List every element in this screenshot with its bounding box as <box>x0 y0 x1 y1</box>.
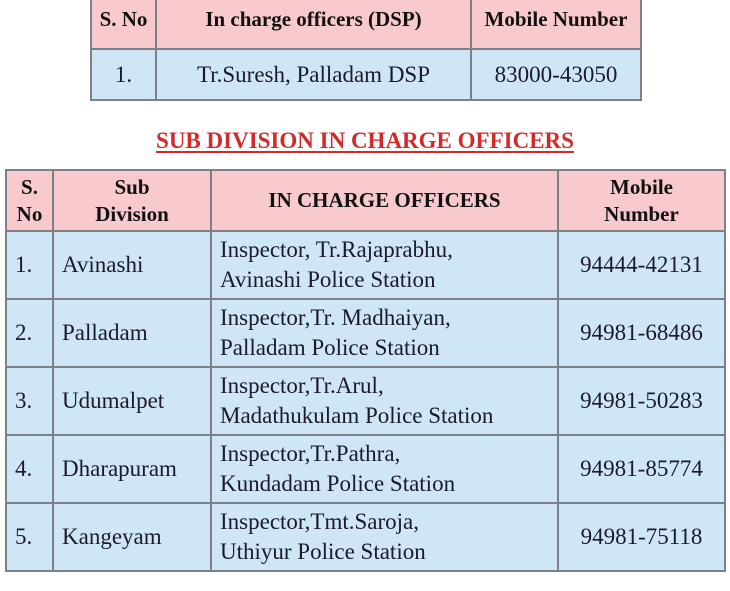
police-station: Madathukulam Police Station <box>220 403 494 428</box>
cell-officer: Inspector,Tr. Madhaiyan, Palladam Police … <box>210 298 559 368</box>
table-row: 1. Tr.Suresh, Palladam DSP 83000-43050 <box>90 48 642 101</box>
table-row: 4. Dharapuram Inspector,Tr.Pathra, Kundadam… <box>5 434 726 504</box>
cell-officer: Inspector,Tr.Pathra, Kundadam Police Stat… <box>210 434 559 504</box>
header-officer: In charge officers (DSP) <box>155 0 472 50</box>
cell-sno: 5. <box>5 502 54 572</box>
cell-division: Kangeyam <box>52 502 212 572</box>
cell-mobile: 94981-85774 <box>557 434 726 504</box>
header-mobile: Mobile Number <box>470 0 642 50</box>
cell-division: Avinashi <box>52 230 212 300</box>
officer-name: Inspector, Tr.Rajaprabhu, <box>220 237 453 262</box>
cell-mobile: 94444-42131 <box>557 230 726 300</box>
table-row: 2. Palladam Inspector,Tr. Madhaiyan, Pallad… <box>5 298 726 368</box>
header-mobile-line1: Mobile <box>610 174 673 199</box>
cell-officer: Inspector,Tr.Arul, Madathukulam Police St… <box>210 366 559 436</box>
header-sno-line2: No <box>16 201 43 226</box>
police-station: Avinashi Police Station <box>220 267 436 292</box>
cell-mobile: 94981-50283 <box>557 366 726 436</box>
header-sno-line1: S. <box>21 174 38 199</box>
table-row: 5. Kangeyam Inspector,Tmt.Saroja, Uthiyur P… <box>5 502 726 572</box>
header-mobile-line2: Number <box>604 201 679 226</box>
cell-sno: 3. <box>5 366 54 436</box>
cell-officer: Inspector,Tmt.Saroja, Uthiyur Police Stat… <box>210 502 559 572</box>
header-mobile: Mobile Number <box>557 169 726 232</box>
cell-division: Dharapuram <box>52 434 212 504</box>
cell-mobile: 94981-75118 <box>557 502 726 572</box>
cell-sno: 2. <box>5 298 54 368</box>
cell-sno: 1. <box>5 230 54 300</box>
header-division: Sub Division <box>52 169 212 232</box>
cell-mobile: 94981-68486 <box>557 298 726 368</box>
table-row: 3. Udumalpet Inspector,Tr.Arul, Madathukula… <box>5 366 726 436</box>
header-sno: S. No <box>90 0 157 50</box>
police-station: Palladam Police Station <box>220 335 440 360</box>
cell-division: Palladam <box>52 298 212 368</box>
table-row: 1. Avinashi Inspector, Tr.Rajaprabhu, Avina… <box>5 230 726 300</box>
officer-name: Inspector,Tr. Madhaiyan, <box>220 305 451 330</box>
police-station: Uthiyur Police Station <box>220 539 426 564</box>
section-title: SUB DIVISION IN CHARGE OFFICERS <box>156 128 574 153</box>
table-header-row: S. No Sub Division IN CHARGE OFFICERS Mobi… <box>5 169 726 232</box>
officer-name: Inspector,Tmt.Saroja, <box>220 509 419 534</box>
header-division-line1: Sub <box>114 174 150 199</box>
header-sno: S. No <box>5 169 54 232</box>
cell-sno: 1. <box>90 48 157 101</box>
cell-division: Udumalpet <box>52 366 212 436</box>
cell-officer: Inspector, Tr.Rajaprabhu, Avinashi Police… <box>210 230 559 300</box>
officer-name: Inspector,Tr.Arul, <box>220 373 384 398</box>
cell-officer: Tr.Suresh, Palladam DSP <box>155 48 472 101</box>
cell-mobile: 83000-43050 <box>470 48 642 101</box>
table-header-row: S. No In charge officers (DSP) Mobile Nu… <box>90 0 642 50</box>
dsp-officers-table: S. No In charge officers (DSP) Mobile Nu… <box>90 0 642 101</box>
cell-sno: 4. <box>5 434 54 504</box>
officer-name: Inspector,Tr.Pathra, <box>220 441 401 466</box>
header-division-line2: Division <box>95 201 169 226</box>
header-officers: IN CHARGE OFFICERS <box>210 169 559 232</box>
police-station: Kundadam Police Station <box>220 471 456 496</box>
sub-division-officers-table: S. No Sub Division IN CHARGE OFFICERS Mobi… <box>5 169 726 572</box>
